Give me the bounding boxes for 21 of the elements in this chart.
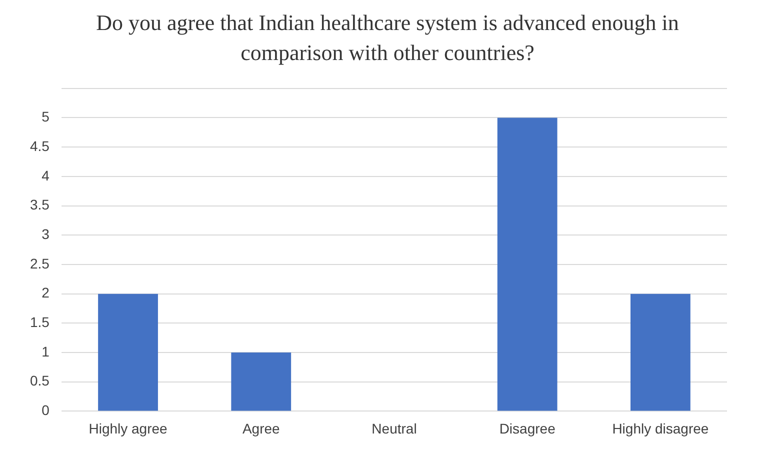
x-tick-label: Highly agree <box>88 420 168 436</box>
y-tick-label: 3.5 <box>30 196 50 213</box>
bar <box>231 352 292 411</box>
y-tick-label: 1 <box>42 343 50 360</box>
y-tick-label: 0.5 <box>30 372 50 389</box>
bar <box>497 118 558 411</box>
bar <box>630 294 690 411</box>
y-tick-label: 0 <box>42 402 50 418</box>
x-tick-label: Agree <box>242 420 280 436</box>
y-tick-label: 1.5 <box>30 314 50 330</box>
y-tick-label: 4.5 <box>30 138 50 154</box>
chart-title: Do you agree that Indian healthcare system is advanced enough in comparison with other countries? <box>95 9 680 67</box>
y-tick-label: 5 <box>42 108 50 125</box>
bar <box>98 294 158 411</box>
y-tick-label: 2.5 <box>30 255 50 272</box>
x-tick-label: Highly disagree <box>612 420 709 436</box>
y-tick-label: 2 <box>42 284 50 301</box>
x-tick-label: Neutral <box>372 420 417 436</box>
x-tick-label: Disagree <box>499 420 556 436</box>
y-tick-label: 4 <box>42 167 50 184</box>
y-tick-label: 3 <box>42 226 50 242</box>
